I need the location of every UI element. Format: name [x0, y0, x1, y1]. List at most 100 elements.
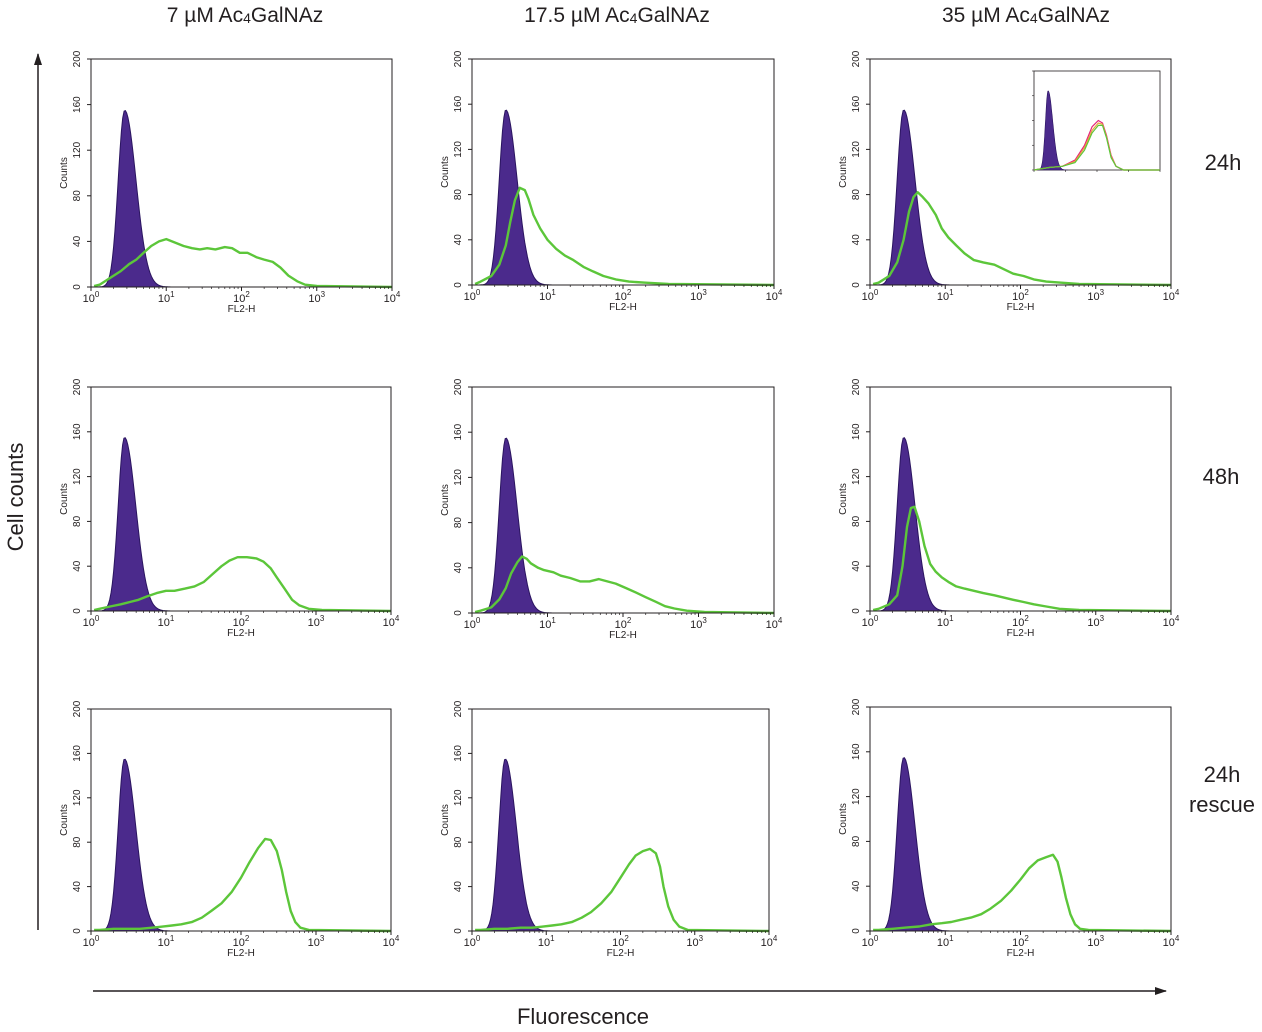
- histogram-panel-r2-c1: 100 101 102 103 104 FL2-H 0 40 80 120 160 200 Counts: [440, 700, 778, 959]
- y-tick-label: 120: [851, 468, 862, 485]
- y-tick-label: 160: [72, 745, 83, 762]
- y-tick-label: 200: [72, 50, 83, 67]
- x-tick-label: 101: [158, 934, 175, 949]
- control-histogram: [873, 757, 952, 932]
- y-tick-label: 120: [453, 469, 464, 486]
- x-tick-label: 100: [83, 614, 100, 629]
- x-tick-label: 101: [937, 934, 954, 949]
- treated-histogram-line: [474, 186, 775, 287]
- y-tick-label: 40: [72, 560, 83, 572]
- x-axis-title: Fluorescence: [516, 1004, 650, 1029]
- x-tick-label: 102: [233, 290, 250, 305]
- y-tick-label: 200: [72, 378, 83, 395]
- x-tick-label: 103: [308, 290, 325, 305]
- x-tick-label: 100: [464, 934, 481, 949]
- y-tick-label: 40: [851, 560, 862, 572]
- x-tick-label: 104: [384, 290, 401, 305]
- y-tick-label: 0: [72, 608, 83, 614]
- y-tick-label: 40: [453, 562, 464, 574]
- y-tick-label: 40: [453, 881, 464, 893]
- y-tick-label: 40: [851, 880, 862, 892]
- y-tick-label: 120: [453, 141, 464, 158]
- y-tick-label: 200: [72, 700, 83, 717]
- y-tick-label: 0: [851, 608, 862, 614]
- x-tick-label: 102: [1012, 934, 1029, 949]
- x-tick-label: 100: [83, 290, 100, 305]
- x-tick-label: 100: [464, 288, 481, 303]
- y-tick-label: 80: [453, 517, 464, 529]
- x-tick-label: 104: [1163, 934, 1180, 949]
- y-tick-label: 160: [453, 745, 464, 762]
- x-tick-label: 103: [686, 934, 703, 949]
- y-axis-label: Counts: [59, 483, 70, 515]
- y-tick-label: 0: [72, 928, 83, 934]
- x-tick-label: 102: [1012, 288, 1029, 303]
- column-title-7uM: 7 µM Ac4GalNAz: [166, 4, 324, 27]
- treated-histogram-line: [474, 555, 775, 615]
- treated-histogram-line: [873, 853, 1172, 933]
- x-axis-label: FL2-H: [1007, 628, 1035, 639]
- y-tick-label: 0: [453, 928, 464, 934]
- control-histogram: [475, 758, 553, 932]
- control-histogram: [94, 437, 172, 612]
- y-tick-label: 160: [72, 96, 83, 113]
- x-tick-label: 104: [761, 934, 778, 949]
- x-tick-label: 102: [615, 288, 632, 303]
- histogram-panel-r2-c0: 100 101 102 103 104 FL2-H 0 40 80 120 160 200 Counts: [59, 700, 400, 959]
- y-tick-label: 120: [72, 141, 83, 158]
- histogram-panel-r0-c1: 100 101 102 103 104 FL2-H 0 40 80 120 160 200 Counts: [440, 50, 783, 313]
- y-tick-label: 120: [72, 789, 83, 806]
- y-tick-label: 80: [72, 836, 83, 848]
- y-tick-label: 160: [453, 423, 464, 440]
- x-axis-label: FL2-H: [609, 302, 637, 313]
- x-tick-label: 102: [233, 614, 250, 629]
- x-tick-label: 101: [937, 614, 954, 629]
- y-tick-label: 200: [453, 50, 464, 67]
- x-tick-label: 102: [233, 934, 250, 949]
- x-axis-label: FL2-H: [609, 630, 637, 641]
- treated-histogram-line: [93, 237, 393, 289]
- x-axis-label: FL2-H: [607, 948, 635, 959]
- treated-histogram-line: [94, 837, 392, 933]
- treated-histogram-line: [872, 191, 1172, 287]
- x-tick-label: 101: [158, 614, 175, 629]
- y-axis-label: Counts: [838, 803, 849, 835]
- y-tick-label: 0: [72, 284, 83, 290]
- treated-histogram-line: [872, 505, 1172, 613]
- x-tick-label: 103: [690, 616, 707, 631]
- x-tick-label: 102: [1012, 614, 1029, 629]
- y-tick-label: 120: [851, 788, 862, 805]
- x-tick-label: 104: [383, 934, 400, 949]
- y-tick-label: 120: [72, 468, 83, 485]
- y-axis-label: Counts: [838, 156, 849, 188]
- x-tick-label: 103: [308, 934, 325, 949]
- y-tick-label: 160: [72, 423, 83, 440]
- x-tick-label: 103: [1087, 288, 1104, 303]
- y-axis-label: Counts: [59, 157, 70, 189]
- y-tick-label: 80: [851, 515, 862, 527]
- y-tick-label: 80: [453, 189, 464, 201]
- y-tick-label: 120: [851, 141, 862, 158]
- x-tick-label: 101: [158, 290, 175, 305]
- x-tick-label: 101: [539, 288, 556, 303]
- x-tick-label: 103: [690, 288, 707, 303]
- x-tick-label: 104: [766, 288, 783, 303]
- y-axis-label: Counts: [440, 484, 451, 516]
- x-axis-label: FL2-H: [227, 628, 255, 639]
- y-tick-label: 200: [453, 700, 464, 717]
- x-tick-label: 100: [83, 934, 100, 949]
- x-tick-label: 103: [1087, 614, 1104, 629]
- x-tick-label: 104: [1163, 614, 1180, 629]
- x-tick-label: 101: [538, 934, 555, 949]
- x-tick-label: 104: [383, 614, 400, 629]
- column-title-35uM: 35 µM Ac4GalNAz: [941, 4, 1111, 27]
- x-tick-label: 100: [464, 616, 481, 631]
- x-tick-label: 104: [766, 616, 783, 631]
- y-tick-label: 120: [453, 789, 464, 806]
- y-axis-label: Counts: [838, 483, 849, 515]
- y-axis-label: Counts: [440, 156, 451, 188]
- x-axis-label: FL2-H: [1007, 948, 1035, 959]
- y-tick-label: 40: [72, 235, 83, 247]
